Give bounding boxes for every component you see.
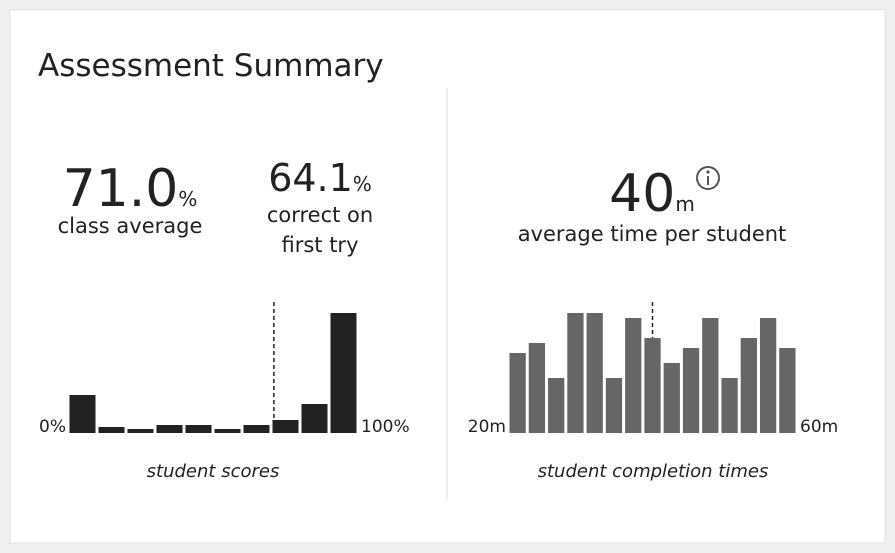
stat-number: 40 bbox=[609, 164, 675, 224]
stat-label: correct on bbox=[267, 203, 373, 227]
chart-caption: student completion times bbox=[538, 461, 769, 482]
bar bbox=[185, 425, 212, 433]
bar bbox=[625, 318, 642, 433]
bar bbox=[721, 378, 738, 433]
x-tick-label: 0% bbox=[39, 417, 66, 437]
bar bbox=[272, 420, 299, 433]
chart-caption: student scores bbox=[147, 461, 280, 482]
bar bbox=[779, 348, 796, 433]
card-title: Assessment Summary bbox=[38, 48, 384, 84]
bar bbox=[98, 427, 125, 433]
bar bbox=[214, 429, 241, 433]
stat-number: 64.1 bbox=[268, 156, 353, 200]
stat-unit: % bbox=[353, 172, 372, 196]
bar bbox=[702, 318, 719, 433]
bar bbox=[509, 353, 526, 433]
stat-value: 64.1% bbox=[268, 156, 372, 200]
bar bbox=[301, 404, 328, 433]
x-tick-label: 20m bbox=[468, 417, 506, 437]
stat-value: 71.0% bbox=[63, 159, 198, 219]
bar bbox=[69, 395, 96, 433]
bar bbox=[156, 425, 183, 433]
x-tick-label: 60m bbox=[800, 417, 838, 437]
stat-value: 40m bbox=[609, 164, 695, 224]
stat-label: class average bbox=[58, 214, 203, 238]
stat-unit: m bbox=[675, 192, 694, 216]
stat-number: 71.0 bbox=[63, 159, 179, 219]
bar bbox=[682, 348, 700, 433]
bar bbox=[605, 378, 623, 433]
bar bbox=[330, 313, 357, 433]
bar bbox=[644, 338, 661, 433]
bar bbox=[740, 338, 757, 433]
bar bbox=[663, 363, 680, 433]
bar bbox=[243, 425, 270, 433]
stat-label: average time per student bbox=[518, 222, 787, 246]
stat-label: first try bbox=[281, 233, 358, 257]
bar bbox=[127, 429, 154, 433]
info-icon bbox=[696, 166, 720, 190]
bar bbox=[586, 313, 603, 433]
bar bbox=[548, 378, 565, 433]
x-tick-label: 100% bbox=[361, 417, 410, 437]
stat-unit: % bbox=[178, 187, 197, 211]
bar bbox=[528, 343, 546, 433]
bar bbox=[759, 318, 777, 433]
bar bbox=[567, 313, 584, 433]
